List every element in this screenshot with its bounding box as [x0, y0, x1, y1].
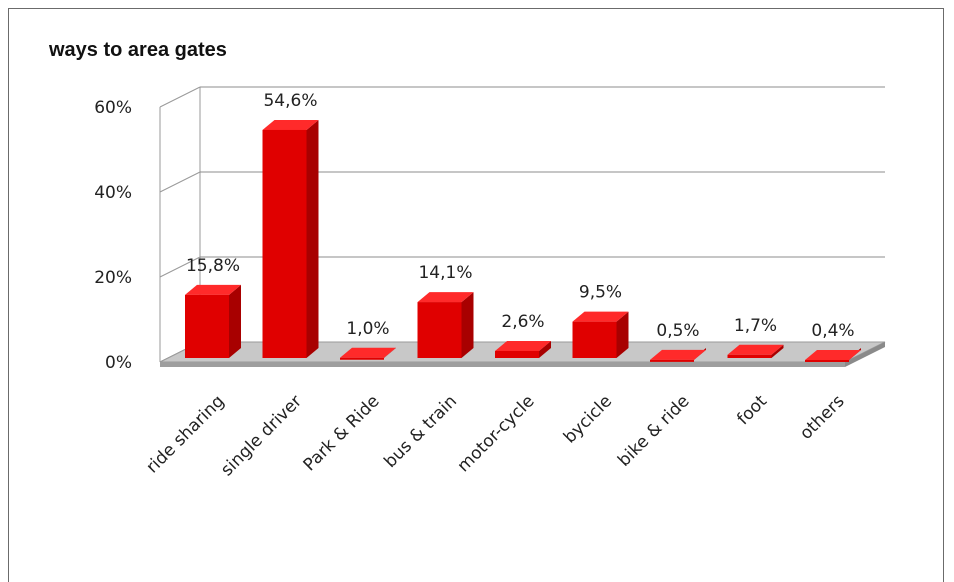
data-label: 14,1%	[418, 263, 472, 283]
data-label: 54,6%	[263, 91, 317, 111]
category-label: single driver	[217, 391, 306, 480]
bar	[727, 354, 772, 358]
data-labels: 15,8% 54,6% 1,0% 14,1% 2,6% 9,5% 0,5% 1,7% 0,4%	[186, 91, 855, 341]
gridline-connector	[159, 171, 201, 193]
category-label: others	[796, 391, 849, 444]
bar-side	[616, 311, 629, 358]
bar	[262, 129, 307, 358]
data-label: 0,5%	[656, 321, 699, 341]
bar	[650, 359, 694, 362]
category-label: Park & Ride	[300, 391, 384, 475]
bar-top	[417, 292, 474, 303]
bar	[417, 302, 462, 358]
bar-side	[384, 347, 396, 358]
category-label: bike & ride	[614, 391, 693, 470]
bar-side	[306, 119, 319, 358]
bar-top	[572, 311, 629, 322]
category-label: ride sharing	[142, 391, 228, 477]
y-tick-label: 0%	[105, 353, 132, 373]
bar-top	[185, 284, 241, 295]
data-label: 2,6%	[501, 312, 544, 332]
chart-frame: ways to area gates	[8, 8, 944, 582]
bar	[185, 294, 229, 358]
bar	[572, 321, 617, 358]
bar	[805, 360, 849, 362]
floor-front	[160, 362, 845, 367]
category-label: foot	[733, 391, 771, 429]
bar-side	[461, 292, 474, 358]
bars	[185, 119, 861, 362]
data-label: 15,8%	[186, 256, 240, 276]
gridline-connector	[159, 86, 201, 108]
data-label: 9,5%	[579, 283, 622, 303]
floor-side	[845, 342, 885, 367]
bar-top	[262, 119, 319, 130]
y-tick-label: 40%	[94, 183, 132, 203]
gridline-connector	[159, 256, 201, 278]
bar-top	[340, 347, 396, 358]
category-label: motor-cycle	[454, 391, 539, 476]
y-axis-ticks: 0% 20% 40% 60%	[94, 98, 132, 373]
bar-top	[727, 344, 784, 355]
data-label: 1,7%	[734, 316, 777, 336]
bar	[495, 350, 539, 358]
bar-top	[805, 350, 861, 360]
bar	[340, 357, 384, 360]
category-label: bycicle	[560, 391, 616, 447]
bar-side	[771, 344, 784, 358]
bar-side	[229, 284, 241, 358]
y-tick-label: 60%	[94, 98, 132, 118]
bar-top	[495, 340, 551, 351]
category-label: bus & train	[380, 391, 461, 472]
chart-title: ways to area gates	[49, 39, 227, 61]
data-label: 0,4%	[811, 321, 854, 341]
bar-side	[539, 340, 551, 358]
bar-top	[650, 349, 706, 360]
y-tick-label: 20%	[94, 268, 132, 288]
data-label: 1,0%	[346, 319, 389, 339]
